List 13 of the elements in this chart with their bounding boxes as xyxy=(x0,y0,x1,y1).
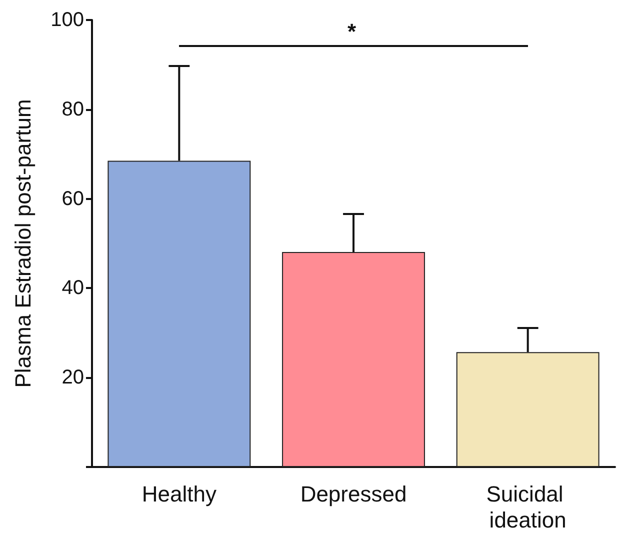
bar xyxy=(108,160,251,467)
y-tick-label: 80 xyxy=(62,98,84,120)
bar xyxy=(282,252,425,467)
y-axis-title: Plasma Estradiol post-partum xyxy=(10,99,36,388)
y-tick-label: 100 xyxy=(50,9,84,31)
y-tick-label: 20 xyxy=(62,366,84,389)
y-tick-label: 60 xyxy=(62,188,84,210)
bar xyxy=(456,352,600,467)
y-tick-label: 40 xyxy=(62,277,84,300)
x-tick-label: Depressed xyxy=(300,482,407,506)
x-tick-label: Healthy xyxy=(142,482,216,506)
x-tick-label: Suicidal ideation xyxy=(486,482,570,532)
annotation: * xyxy=(348,19,356,46)
